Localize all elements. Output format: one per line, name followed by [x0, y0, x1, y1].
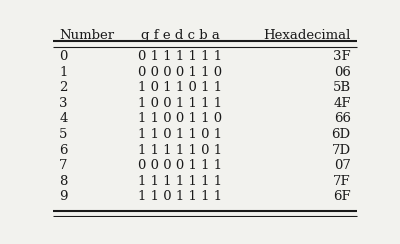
Text: 1 1 0 1 1 1 1: 1 1 0 1 1 1 1: [138, 190, 222, 203]
Text: 4: 4: [59, 112, 68, 125]
Text: 8: 8: [59, 175, 68, 188]
Text: 0 1 1 1 1 1 1: 0 1 1 1 1 1 1: [138, 50, 222, 63]
Text: 7D: 7D: [332, 143, 351, 157]
Text: 07: 07: [334, 159, 351, 172]
Text: 6D: 6D: [332, 128, 351, 141]
Text: 6: 6: [59, 143, 68, 157]
Text: 06: 06: [334, 66, 351, 79]
Text: 7F: 7F: [333, 175, 351, 188]
Text: 1 0 1 1 0 1 1: 1 0 1 1 0 1 1: [138, 81, 222, 94]
Text: 1 1 0 0 1 1 0: 1 1 0 0 1 1 0: [138, 112, 222, 125]
Text: 66: 66: [334, 112, 351, 125]
Text: 3: 3: [59, 97, 68, 110]
Text: g f e d c b a: g f e d c b a: [141, 29, 220, 42]
Text: 2: 2: [59, 81, 68, 94]
Text: 7: 7: [59, 159, 68, 172]
Text: 9: 9: [59, 190, 68, 203]
Text: 6F: 6F: [333, 190, 351, 203]
Text: 5: 5: [59, 128, 68, 141]
Text: 1 1 1 1 1 0 1: 1 1 1 1 1 0 1: [138, 143, 222, 157]
Text: 0 0 0 0 1 1 0: 0 0 0 0 1 1 0: [138, 66, 222, 79]
Text: 1 1 1 1 1 1 1: 1 1 1 1 1 1 1: [138, 175, 222, 188]
Text: 1 1 0 1 1 0 1: 1 1 0 1 1 0 1: [138, 128, 222, 141]
Text: 3F: 3F: [333, 50, 351, 63]
Text: 1 0 0 1 1 1 1: 1 0 0 1 1 1 1: [138, 97, 222, 110]
Text: 0 0 0 0 1 1 1: 0 0 0 0 1 1 1: [138, 159, 222, 172]
Text: Hexadecimal: Hexadecimal: [263, 29, 351, 42]
Text: 4F: 4F: [333, 97, 351, 110]
Text: 5B: 5B: [332, 81, 351, 94]
Text: Number: Number: [59, 29, 114, 42]
Text: 1: 1: [59, 66, 68, 79]
Text: 0: 0: [59, 50, 68, 63]
